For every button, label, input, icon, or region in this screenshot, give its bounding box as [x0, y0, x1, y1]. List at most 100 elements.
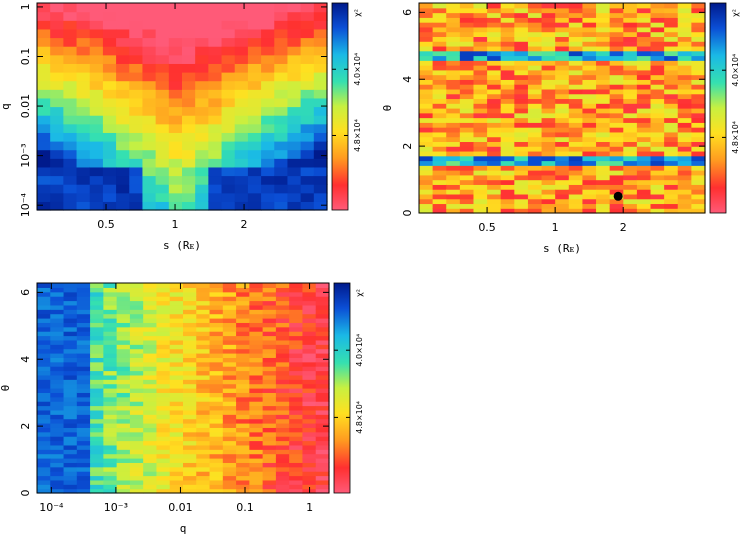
- heatmap-cell: [289, 479, 304, 485]
- heatmap-cell: [636, 117, 652, 123]
- heatmap-cell: [63, 326, 78, 332]
- heatmap-cell: [234, 63, 249, 73]
- heatmap-cell: [156, 423, 171, 428]
- heatmap-cell: [249, 431, 264, 437]
- heatmap-cell: [473, 150, 488, 157]
- heatmap-cell: [37, 326, 51, 332]
- heatmap-cell: [289, 370, 304, 376]
- heatmap-cell: [623, 189, 638, 195]
- heatmap-cell: [116, 326, 131, 332]
- heatmap-cell: [143, 392, 158, 398]
- heatmap-cell: [514, 17, 529, 23]
- heatmap-cell: [76, 54, 91, 64]
- heatmap-cell: [76, 287, 91, 293]
- heatmap-cell: [459, 198, 475, 205]
- heatmap-cell: [222, 283, 237, 288]
- heatmap-cell: [142, 175, 157, 185]
- heatmap-cell: [287, 89, 302, 99]
- heatmap-cell: [156, 335, 171, 341]
- heatmap-cell: [156, 322, 171, 328]
- heatmap-cell: [650, 155, 665, 162]
- heatmap-cell: [209, 488, 224, 494]
- heatmap-cell: [636, 198, 652, 205]
- heatmap-cell: [90, 313, 104, 319]
- heatmap-cell: [209, 466, 224, 472]
- heatmap-cell: [650, 103, 665, 109]
- heatmap-cell: [555, 189, 570, 195]
- heatmap-cell: [691, 122, 706, 128]
- heatmap-cell: [555, 103, 570, 109]
- heatmap-cell: [236, 405, 250, 411]
- heatmap-cell: [636, 189, 652, 195]
- heatmap-cell: [143, 444, 158, 450]
- heatmap-cell: [527, 131, 543, 138]
- heatmap-cell: [50, 287, 65, 293]
- heatmap-cell: [89, 46, 104, 56]
- heatmap-cell: [691, 174, 706, 181]
- heatmap-cell: [236, 304, 250, 310]
- heatmap-cell: [236, 331, 250, 337]
- heatmap-cell: [195, 115, 209, 125]
- heatmap-cell: [582, 122, 597, 128]
- heatmap-cell: [129, 479, 144, 485]
- heatmap-cell: [274, 175, 289, 185]
- heatmap-cell: [116, 466, 131, 472]
- heatmap-cell: [169, 392, 184, 398]
- heatmap-cell: [419, 141, 434, 147]
- heatmap-cell: [527, 150, 543, 157]
- heatmap-cell: [419, 98, 434, 104]
- heatmap-cell: [156, 458, 171, 463]
- heatmap-cell: [432, 98, 447, 104]
- heatmap-cell: [63, 141, 78, 151]
- heatmap-cell: [143, 431, 158, 437]
- heatmap-cell: [596, 7, 611, 14]
- heatmap-cell: [262, 287, 277, 293]
- heatmap-cell: [169, 296, 184, 302]
- heatmap-cell: [168, 37, 183, 47]
- heatmap-cell: [234, 158, 249, 168]
- heatmap-cell: [432, 74, 447, 80]
- heatmap-cell: [609, 165, 624, 171]
- heatmap-cell: [691, 203, 706, 209]
- heatmap-cell: [500, 208, 515, 214]
- heatmap-cell: [196, 484, 211, 490]
- heatmap-cell: [90, 374, 104, 380]
- heatmap-cell: [143, 475, 158, 481]
- heatmap-cell: [156, 326, 171, 332]
- heatmap-cell: [222, 462, 237, 468]
- heatmap-cell: [63, 466, 78, 472]
- heatmap-cell: [487, 45, 502, 52]
- heatmap-cell: [302, 353, 317, 358]
- heatmap-cell: [313, 46, 328, 56]
- heatmap-cell: [90, 405, 104, 411]
- heatmap-cell: [102, 149, 117, 159]
- heatmap-cell: [129, 471, 144, 477]
- heatmap-cell: [473, 7, 488, 14]
- heatmap-cell: [63, 427, 78, 433]
- heatmap-cell: [50, 388, 65, 393]
- heatmap-cell: [249, 291, 264, 297]
- heatmap-cell: [677, 36, 692, 42]
- heatmap-cell: [143, 440, 158, 446]
- heatmap-cell: [623, 155, 638, 162]
- heatmap-cell: [183, 488, 197, 494]
- heatmap-cell: [261, 28, 275, 39]
- heatmap-cell: [234, 106, 249, 116]
- heatmap-cell: [500, 98, 515, 104]
- heatmap-cell: [300, 201, 315, 211]
- heatmap-cell: [691, 141, 706, 147]
- heatmap-cell: [514, 131, 529, 138]
- heatmap-cell: [50, 318, 65, 323]
- heatmap-cell: [677, 193, 692, 200]
- heatmap-cell: [275, 331, 290, 337]
- heatmap-cell: [156, 466, 171, 472]
- heatmap-cell: [143, 309, 158, 315]
- heatmap-cell: [677, 88, 692, 95]
- heatmap-cell: [37, 141, 51, 151]
- heatmap-cell: [90, 401, 104, 407]
- heatmap-cell: [116, 192, 130, 202]
- heatmap-cell: [37, 383, 51, 389]
- heatmap-cell: [102, 28, 117, 39]
- heatmap-cell: [459, 55, 475, 61]
- heatmap-cell: [262, 405, 277, 411]
